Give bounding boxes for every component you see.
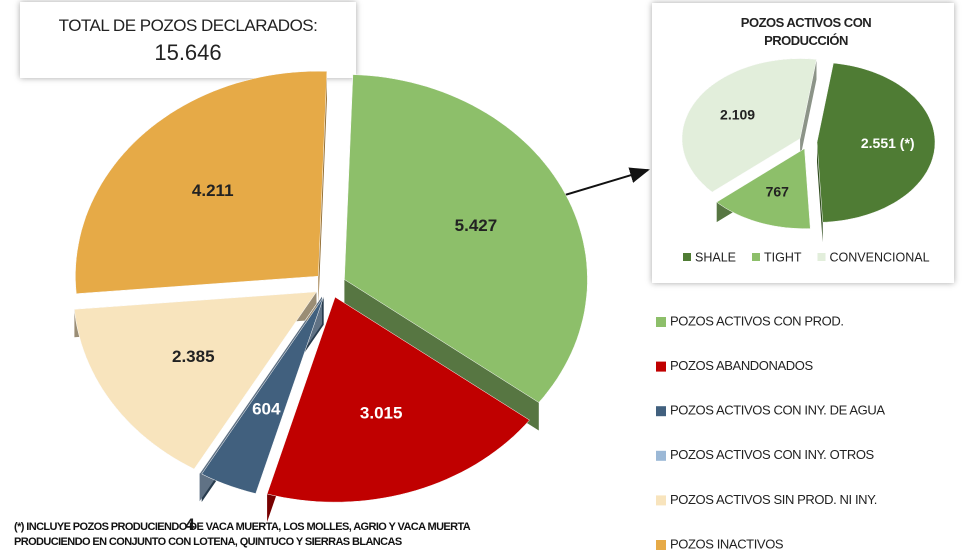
legend-label: POZOS ACTIVOS SIN PROD. NI INY.: [670, 492, 877, 507]
legend-swatch: [817, 253, 826, 261]
legend-swatch: [656, 540, 666, 550]
footnote-line: (*) INCLUYE POZOS PRODUCIENDO DE VACA MU…: [14, 521, 471, 533]
legend-swatch: [683, 253, 691, 261]
slice: [199, 295, 323, 474]
legend-label: CONVENCIONAL: [830, 250, 930, 264]
slice: [344, 74, 588, 403]
data-label: 5.427: [455, 216, 498, 235]
slice: [816, 62, 936, 223]
data-label: 767: [766, 184, 790, 200]
legend-swatch: [656, 361, 666, 372]
slice: [74, 291, 318, 470]
data-label: 2.551 (*): [861, 135, 915, 151]
data-label: 2.109: [720, 107, 755, 123]
legend-label: POZOS ABANDONADOS: [670, 358, 813, 373]
data-label: 4: [185, 515, 195, 534]
legend-swatch: [656, 317, 666, 327]
slice: [681, 58, 817, 193]
legend-label: TIGHT: [764, 250, 802, 264]
total-value: 15.646: [154, 40, 222, 65]
total-title: TOTAL DE POZOS DECLARADOS:: [58, 16, 318, 35]
legend-swatch: [656, 495, 666, 506]
legend-swatch: [656, 450, 666, 461]
slice: [716, 148, 811, 229]
legend-swatch: [656, 406, 666, 417]
data-label: 2.385: [172, 347, 215, 366]
legend-label: POZOS ACTIVOS CON PROD.: [670, 313, 844, 328]
slice: [266, 296, 530, 503]
footnote-line: PRODUCIENDO EN CONJUNTO CON LOTENA, QUIN…: [14, 536, 402, 548]
data-label: 604: [252, 399, 281, 418]
data-label: 4.211: [192, 181, 234, 200]
slice: [75, 70, 328, 294]
legend-label: POZOS ACTIVOS CON INY. DE AGUA: [670, 403, 885, 418]
footnote: (*) INCLUYE POZOS PRODUCIENDO DE VACA MU…: [14, 520, 471, 550]
slice: [201, 296, 324, 494]
legend-label: POZOS INACTIVOS: [670, 536, 784, 551]
inset-title: POZOS ACTIVOS CON PRODUCCIÓN: [740, 15, 872, 48]
legend-label: POZOS ACTIVOS CON INY. OTROS: [670, 447, 875, 462]
legend-swatch: [752, 253, 760, 261]
data-label: 3.015: [360, 403, 403, 422]
legend-label: SHALE: [695, 250, 736, 264]
total-box: TOTAL DE POZOS DECLARADOS: 15.646: [20, 2, 356, 78]
